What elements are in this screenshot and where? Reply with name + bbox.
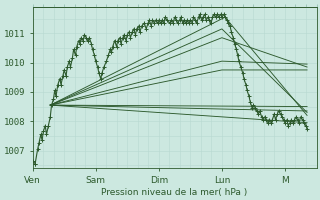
X-axis label: Pression niveau de la mer( hPa ): Pression niveau de la mer( hPa ) — [101, 188, 248, 197]
